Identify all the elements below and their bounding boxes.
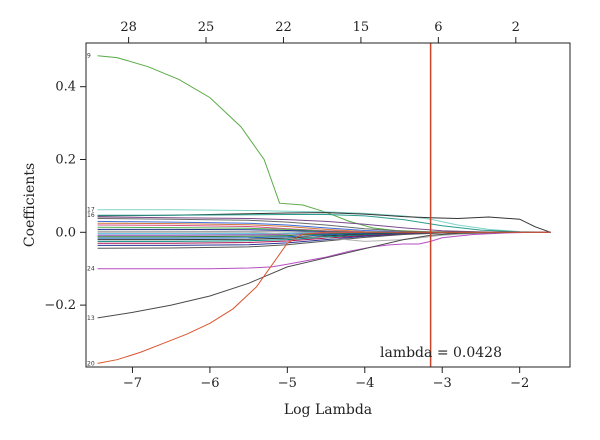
x-axis-ticks: −7 −6 −5 −4 −3 −2	[123, 367, 529, 391]
top-tick-label: 6	[434, 20, 442, 35]
series-label: 24	[87, 266, 95, 273]
top-axis-ticks: 28 25 22 15 6 2	[120, 20, 520, 43]
series-label: 17	[87, 207, 95, 214]
coefficient-path-20	[97, 231, 551, 364]
x-tick-label: −7	[123, 376, 142, 391]
x-tick-label: −3	[433, 376, 452, 391]
x-tick-label: −5	[278, 376, 297, 391]
coefficient-path-13	[97, 231, 551, 319]
series-label: 9	[87, 53, 91, 60]
coefficient-path-9	[97, 55, 551, 233]
y-tick-label: 0.0	[55, 225, 76, 240]
y-tick-label: 0.2	[55, 152, 76, 167]
lambda-annotation: lambda = 0.0428	[380, 345, 502, 361]
x-tick-label: −2	[510, 376, 529, 391]
y-tick-label: 0.4	[55, 80, 76, 95]
coefficient-paths	[97, 55, 551, 364]
top-tick-label: 28	[120, 20, 137, 35]
x-tick-label: −6	[200, 376, 219, 391]
y-axis-ticks: 0.4 0.2 0.0 −0.2	[44, 80, 86, 313]
x-axis-label: Log Lambda	[284, 402, 372, 418]
series-label: 13	[87, 315, 95, 322]
top-tick-label: 15	[353, 20, 370, 35]
y-tick-label: −0.2	[44, 298, 76, 313]
plot-frame	[85, 42, 571, 368]
top-tick-label: 22	[275, 20, 292, 35]
y-axis-label: Coefficients	[22, 163, 38, 247]
coefficient-path-17	[97, 209, 551, 233]
series-label: 16	[87, 212, 95, 219]
x-tick-label: −4	[355, 376, 374, 391]
top-tick-label: 2	[512, 20, 520, 35]
series-label: 20	[87, 360, 95, 367]
coefficient-path-24	[97, 231, 551, 270]
top-tick-label: 25	[198, 20, 215, 35]
coefficient-path-16	[97, 214, 551, 233]
